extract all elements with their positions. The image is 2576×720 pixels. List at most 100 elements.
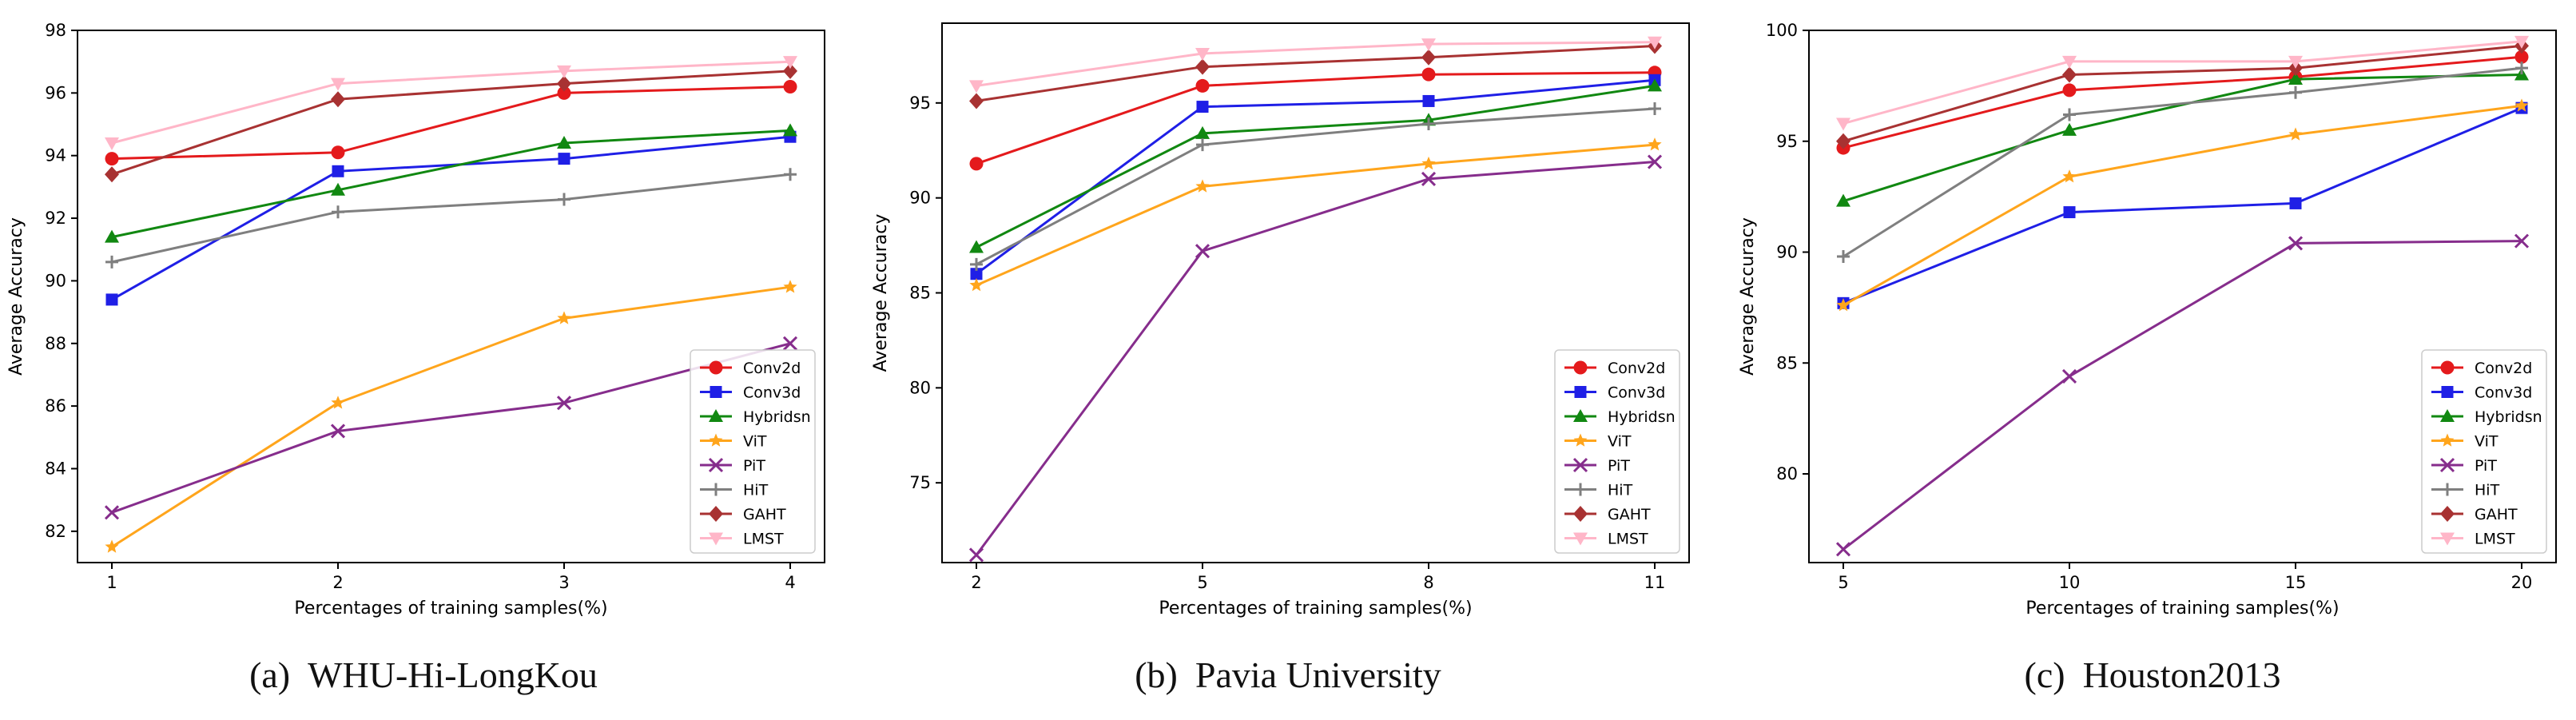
data-point-hit-c <box>1837 250 1850 264</box>
legend-marker-lmst-c <box>2440 532 2455 546</box>
x-tick-label-c: 10 <box>2059 573 2081 592</box>
y-tick-label-a: 92 <box>45 209 66 228</box>
data-point-conv3d-a <box>332 165 344 177</box>
data-point-pit-c <box>1835 542 1851 557</box>
legend-label-lmst-b: LMST <box>1608 531 1648 548</box>
data-point-pit-a <box>104 505 120 520</box>
caption-c-label: (c) <box>2024 654 2065 695</box>
data-point-conv3d-c <box>2289 197 2302 209</box>
y-tick-label-c: 85 <box>1776 353 1798 372</box>
series-line-pit-a <box>111 342 791 514</box>
data-point-conv3d-b <box>970 268 983 280</box>
legend-marker-conv2d-a <box>709 360 723 375</box>
y-tick-label-a: 84 <box>45 459 66 478</box>
legend-marker-conv3d-b <box>1574 386 1587 398</box>
legend-a: Conv2d Conv3d Hybridsn ViT PiT HiT GAHT LMST <box>690 349 816 554</box>
legend-label-hit-b: HiT <box>1608 482 1633 499</box>
legend-label-hit-a: HiT <box>743 482 769 499</box>
data-point-pit-a <box>330 424 346 439</box>
series-line-vit-a <box>111 285 791 548</box>
series-line-lmst-c <box>1843 40 2522 125</box>
data-point-conv3d-b <box>1422 94 1435 107</box>
data-point-hit-b <box>970 257 983 271</box>
data-point-pit-a <box>782 336 798 351</box>
legend-label-lmst-c: LMST <box>2475 531 2515 548</box>
legend-label-hybridsn-b: Hybridsn <box>1608 408 1676 426</box>
legend-marker-hit-b <box>1574 483 1587 496</box>
data-point-hybridsn-b <box>1648 78 1662 92</box>
data-point-lmst-b <box>969 80 984 93</box>
legend-label-gaht-c: GAHT <box>2475 506 2518 523</box>
data-point-hit-c <box>2515 62 2528 75</box>
data-point-lmst-b <box>1195 48 1210 62</box>
x-tick-label-a: 2 <box>332 573 343 592</box>
data-point-hit-a <box>332 205 344 219</box>
chart-panel-c: 5 10 15 20 80 85 90 95 100 Percentages of trainin… <box>1738 21 2557 619</box>
data-point-hybridsn-c <box>2288 72 2303 86</box>
legend-label-pit-c: PiT <box>2475 457 2497 475</box>
legend-marker-pit-c <box>2439 457 2455 473</box>
data-point-conv3d-a <box>105 293 118 306</box>
y-tick-label-c: 100 <box>1766 21 1798 40</box>
data-point-vit-a <box>783 280 797 293</box>
legend-label-hybridsn-c: Hybridsn <box>2475 408 2542 426</box>
data-point-vit-b <box>1421 156 1436 170</box>
x-tick-label-b: 8 <box>1423 573 1433 592</box>
data-point-lmst-b <box>1648 36 1662 50</box>
data-point-pit-c <box>2514 233 2530 249</box>
legend-marker-conv2d-c <box>2440 360 2455 375</box>
legend-label-conv3d-b: Conv3d <box>1608 384 1665 402</box>
legend-marker-conv3d-a <box>710 386 722 398</box>
legend-marker-pit-b <box>1572 457 1588 473</box>
caption-b-label: (b) <box>1135 654 1178 695</box>
legend-marker-vit-c <box>2440 433 2455 447</box>
data-point-lmst-a <box>331 78 345 91</box>
legend-marker-hybridsn-b <box>1573 409 1588 422</box>
x-tick-label-c: 15 <box>2285 573 2307 592</box>
data-point-hybridsn-a <box>105 229 119 243</box>
data-point-conv2d-c <box>2514 50 2529 64</box>
data-point-gaht-b <box>1421 49 1436 66</box>
x-tick-label-c: 5 <box>1838 573 1848 592</box>
y-tick-label-c: 90 <box>1776 243 1798 262</box>
data-point-conv2d-c <box>2062 83 2077 97</box>
data-point-lmst-c <box>2514 35 2529 49</box>
data-point-lmst-a <box>557 65 571 78</box>
legend-marker-gaht-c <box>2440 506 2455 522</box>
x-tick-label-b: 5 <box>1197 573 1207 592</box>
y-axis-label-c: Average Accuracy <box>1738 217 1758 376</box>
data-point-hit-b <box>1422 117 1435 130</box>
data-point-vit-c <box>2514 98 2529 112</box>
legend-marker-lmst-a <box>709 532 723 546</box>
legend-label-vit-b: ViT <box>1608 433 1632 451</box>
plot-area-a <box>77 30 825 563</box>
data-point-conv2d-b <box>1195 78 1210 93</box>
data-point-gaht-c <box>1836 133 1851 149</box>
y-axis-label-a: Average Accuracy <box>6 217 26 376</box>
y-tick-label-b: 80 <box>909 378 931 397</box>
series-line-conv2d-a <box>111 86 791 161</box>
x-tick-label-a: 4 <box>785 573 795 592</box>
series-line-pit-b <box>975 161 1656 556</box>
series-line-hybridsn-c <box>1843 74 2522 203</box>
data-point-conv2d-a <box>105 152 119 166</box>
y-tick-label-a: 96 <box>45 83 66 102</box>
data-point-conv2d-b <box>1421 67 1436 82</box>
series-line-lmst-b <box>976 41 1656 87</box>
data-point-pit-b <box>1647 154 1663 169</box>
caption-a-label: (a) <box>249 654 291 695</box>
data-point-lmst-b <box>1421 38 1436 52</box>
x-tick-label-a: 1 <box>106 573 117 592</box>
legend-label-lmst-a: LMST <box>743 531 784 548</box>
data-point-gaht-b <box>969 93 984 109</box>
y-tick-label-c: 80 <box>1776 464 1798 483</box>
legend-marker-conv2d-b <box>1573 360 1588 375</box>
legend-label-gaht-b: GAHT <box>1608 506 1651 523</box>
legend-marker-gaht-b <box>1573 506 1588 522</box>
caption-c: (c) Houston2013 <box>2025 654 2281 696</box>
caption-a: (a) WHU-Hi-LongKou <box>249 654 598 696</box>
series-line-conv3d-b <box>976 78 1656 275</box>
data-point-vit-c <box>2062 169 2077 183</box>
legend-label-gaht-a: GAHT <box>743 506 786 523</box>
series-line-conv2d-b <box>976 71 1656 165</box>
